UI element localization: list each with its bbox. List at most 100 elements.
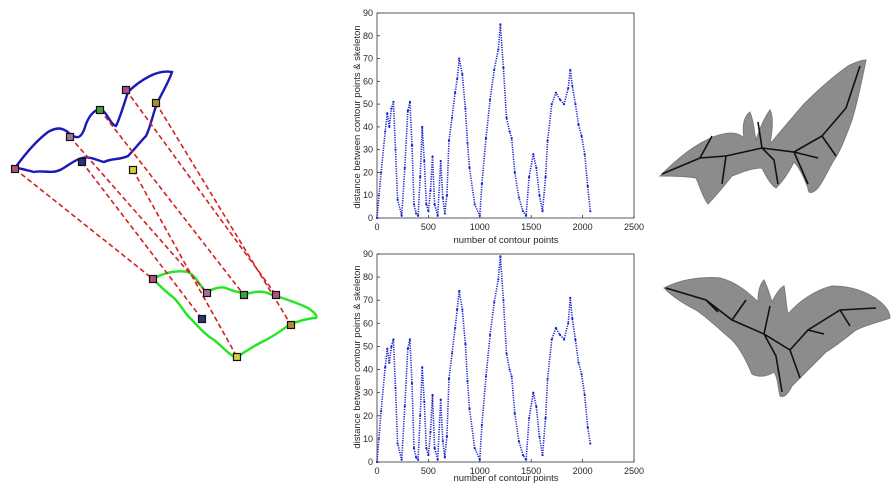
data-point (544, 175, 547, 179)
data-point (580, 134, 583, 138)
data-point (488, 98, 492, 101)
y-tick-label: 60 (363, 318, 373, 328)
data-point (510, 375, 513, 378)
y-tick-label: 40 (363, 122, 373, 132)
data-point (569, 68, 572, 72)
data-point (421, 366, 424, 369)
data-point (586, 426, 589, 429)
match-line (125, 89, 277, 296)
data-point (535, 166, 538, 169)
data-point (478, 214, 481, 217)
y-tick-label: 90 (363, 249, 373, 259)
data-point (439, 398, 442, 401)
data-point (388, 361, 391, 364)
data-point (410, 382, 414, 385)
x-tick-label: 2500 (624, 222, 644, 232)
data-point (439, 159, 442, 163)
data-point (380, 410, 383, 413)
top-bat-contour (12, 70, 174, 174)
data-point (517, 196, 520, 199)
data-point (550, 338, 553, 341)
data-point (484, 137, 488, 140)
bat-silhouette-top (658, 59, 867, 205)
y-tick-label: 80 (363, 31, 373, 41)
data-point (558, 333, 562, 336)
data-point (384, 130, 387, 133)
match-marker (202, 288, 212, 298)
data-point (524, 458, 528, 461)
distance-chart-top: number of contour points distance betwee… (352, 8, 644, 246)
data-point (464, 343, 467, 346)
data-point (583, 393, 586, 397)
data-point (508, 368, 511, 371)
data-point (396, 198, 399, 201)
y-tick-label: 80 (363, 272, 373, 282)
data-point (386, 347, 389, 350)
data-point (417, 458, 420, 461)
data-point (508, 130, 511, 133)
data-point (454, 326, 457, 330)
data-point (396, 442, 399, 445)
match-marker (10, 164, 20, 174)
data-point (554, 326, 557, 330)
data-point (544, 416, 547, 420)
data-point (427, 210, 430, 213)
x-tick-label: 1500 (521, 466, 541, 476)
data-point (558, 98, 562, 101)
data-point (436, 458, 439, 461)
data-point (454, 91, 457, 94)
data-point (433, 203, 436, 206)
data-point (513, 412, 516, 415)
data-point (567, 322, 570, 325)
chart-top-xlabel: number of contour points (453, 235, 558, 246)
data-point (386, 112, 389, 115)
data-point (458, 57, 461, 60)
match-lines (14, 89, 292, 358)
data-point (571, 84, 574, 87)
data-point (445, 435, 449, 438)
y-tick-label: 10 (363, 434, 373, 444)
data-point (546, 139, 549, 142)
y-tick-label: 30 (363, 145, 373, 155)
data-point (528, 416, 531, 420)
data-point (403, 166, 406, 169)
x-tick-label: 500 (421, 222, 436, 232)
data-point (478, 458, 481, 461)
data-point (493, 68, 496, 72)
match-marker (95, 105, 105, 115)
data-point (513, 171, 516, 174)
match-line (132, 169, 238, 358)
data-point (414, 212, 418, 215)
data-point (441, 196, 444, 199)
data-point (461, 308, 464, 311)
match-marker (128, 165, 138, 175)
data-point (456, 77, 459, 81)
data-point (390, 107, 393, 110)
y-tick-label: 0 (368, 213, 373, 223)
match-marker (148, 274, 158, 284)
data-point (589, 210, 592, 213)
match-line (155, 102, 292, 326)
data-point (466, 380, 469, 383)
data-point (567, 87, 570, 90)
data-point (502, 66, 505, 69)
y-tick-label: 10 (363, 190, 373, 200)
x-tick-label: 500 (421, 466, 436, 476)
data-point (450, 352, 454, 355)
data-point (394, 148, 397, 151)
match-marker (197, 314, 207, 324)
data-point (456, 308, 459, 311)
data-point (417, 214, 420, 217)
x-tick-label: 1500 (521, 222, 541, 232)
data-point (541, 453, 544, 457)
match-marker (271, 290, 281, 300)
contour-matching-panel (10, 70, 318, 362)
y-tick-label: 60 (363, 76, 373, 86)
data-point (466, 141, 469, 144)
match-line (69, 136, 208, 294)
data-point (538, 194, 541, 197)
data-point (505, 116, 508, 119)
data-point (521, 453, 525, 457)
data-point (538, 435, 541, 438)
data-point (528, 175, 531, 179)
